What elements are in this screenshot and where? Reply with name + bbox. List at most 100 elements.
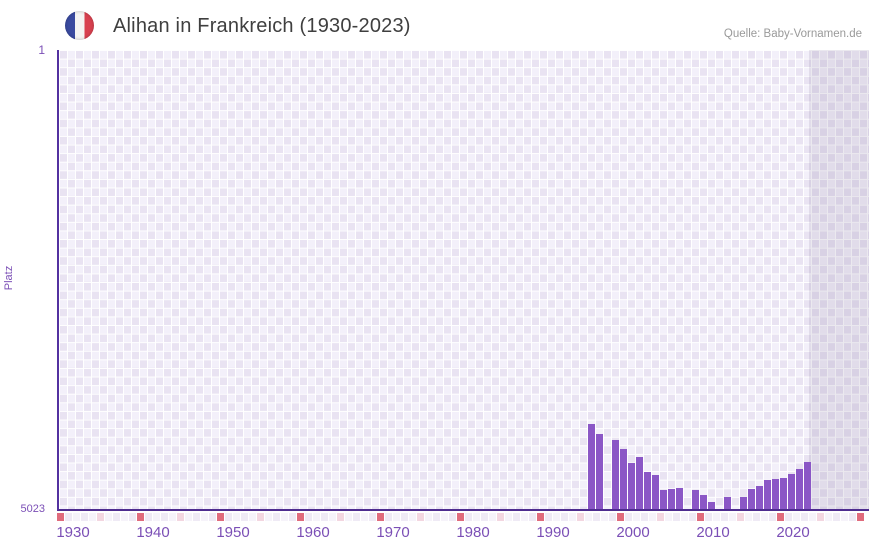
strip-cell-1998 [609,513,616,521]
strip-cell-2003 [649,513,656,521]
strip-cell-1969 [377,513,384,521]
strip-cell-1995 [585,513,592,521]
strip-cell-2019 [777,513,784,521]
strip-cell-2027 [841,513,848,521]
strip-cell-1986 [513,513,520,521]
strip-cell-1975 [425,513,432,521]
strip-cell-2023 [809,513,816,521]
strip-cell-1994 [577,513,584,521]
strip-cell-1938 [129,513,136,521]
x-tick-1970: 1970 [376,524,410,541]
strip-cell-1997 [601,513,608,521]
bar-2015[interactable] [748,488,755,509]
bar-2001[interactable] [636,457,643,509]
bar-2012[interactable] [724,496,731,509]
strip-cell-2004 [657,513,664,521]
x-tick-1960: 1960 [296,524,330,541]
bar-2016[interactable] [756,485,763,509]
bar-2005[interactable] [668,488,675,509]
bar-2018[interactable] [772,479,779,509]
bar-1995[interactable] [588,424,595,509]
bar-2021[interactable] [796,469,803,509]
strip-cell-1931 [73,513,80,521]
strip-cell-1985 [505,513,512,521]
strip-cell-1939 [137,513,144,521]
strip-cell-1973 [409,513,416,521]
strip-cell-2002 [641,513,648,521]
bar-2020[interactable] [788,473,795,509]
strip-cell-1943 [169,513,176,521]
bar-2006[interactable] [676,487,683,509]
strip-cell-1992 [561,513,568,521]
strip-cell-1983 [489,513,496,521]
x-tick-2000: 2000 [616,524,650,541]
strip-cell-1981 [473,513,480,521]
bar-1996[interactable] [596,434,603,509]
bar-2010[interactable] [708,502,715,509]
strip-cell-2029 [857,513,864,521]
strip-cell-2025 [825,513,832,521]
strip-cell-1982 [481,513,488,521]
bar-1999[interactable] [620,449,627,509]
strip-cell-1952 [241,513,248,521]
strip-cell-1955 [265,513,272,521]
y-axis-title: Platz [3,265,15,291]
plot-area [57,50,869,511]
strip-cell-2006 [673,513,680,521]
strip-cell-1974 [417,513,424,521]
strip-cell-1999 [617,513,624,521]
strip-cell-1958 [289,513,296,521]
x-tick-1990: 1990 [536,524,570,541]
strip-cell-1929 [57,513,64,521]
strip-cell-2000 [625,513,632,521]
chart-title: Alihan in Frankreich (1930-2023) [113,15,411,37]
strip-cell-2001 [633,513,640,521]
strip-cell-2017 [761,513,768,521]
strip-cell-2028 [849,513,856,521]
strip-cell-1996 [593,513,600,521]
bar-2002[interactable] [644,472,651,509]
bar-2022[interactable] [804,461,811,509]
strip-cell-2013 [729,513,736,521]
strip-cell-2014 [737,513,744,521]
x-tick-1930: 1930 [56,524,90,541]
strip-cell-2012 [721,513,728,521]
strip-cell-1963 [329,513,336,521]
strip-cell-1945 [185,513,192,521]
strip-cell-1976 [433,513,440,521]
strip-cell-1946 [193,513,200,521]
bar-2000[interactable] [628,462,635,509]
strip-cell-1987 [521,513,528,521]
strip-cell-1947 [201,513,208,521]
strip-cell-1972 [401,513,408,521]
bar-2004[interactable] [660,490,667,509]
x-tick-1980: 1980 [456,524,490,541]
strip-cell-1949 [217,513,224,521]
bar-1998[interactable] [612,439,619,509]
strip-cell-1977 [441,513,448,521]
strip-cell-2009 [697,513,704,521]
strip-cell-1944 [177,513,184,521]
strip-cell-1991 [553,513,560,521]
source-attribution: Quelle: Baby-Vornamen.de [723,28,862,40]
strip-cell-1984 [497,513,504,521]
bar-2009[interactable] [700,495,707,509]
strip-cell-1990 [545,513,552,521]
strip-cell-1935 [105,513,112,521]
x-tick-2010: 2010 [696,524,730,541]
bar-2014[interactable] [740,496,747,509]
strip-cell-2026 [833,513,840,521]
bar-2003[interactable] [652,474,659,509]
strip-cell-2010 [705,513,712,521]
strip-cell-2015 [745,513,752,521]
strip-cell-1930 [65,513,72,521]
bar-2019[interactable] [780,478,787,509]
x-tick-1950: 1950 [216,524,250,541]
strip-cell-1954 [257,513,264,521]
strip-cell-2020 [785,513,792,521]
strip-cell-2022 [801,513,808,521]
bar-2017[interactable] [764,480,771,509]
strip-cell-1953 [249,513,256,521]
bar-2008[interactable] [692,490,699,509]
